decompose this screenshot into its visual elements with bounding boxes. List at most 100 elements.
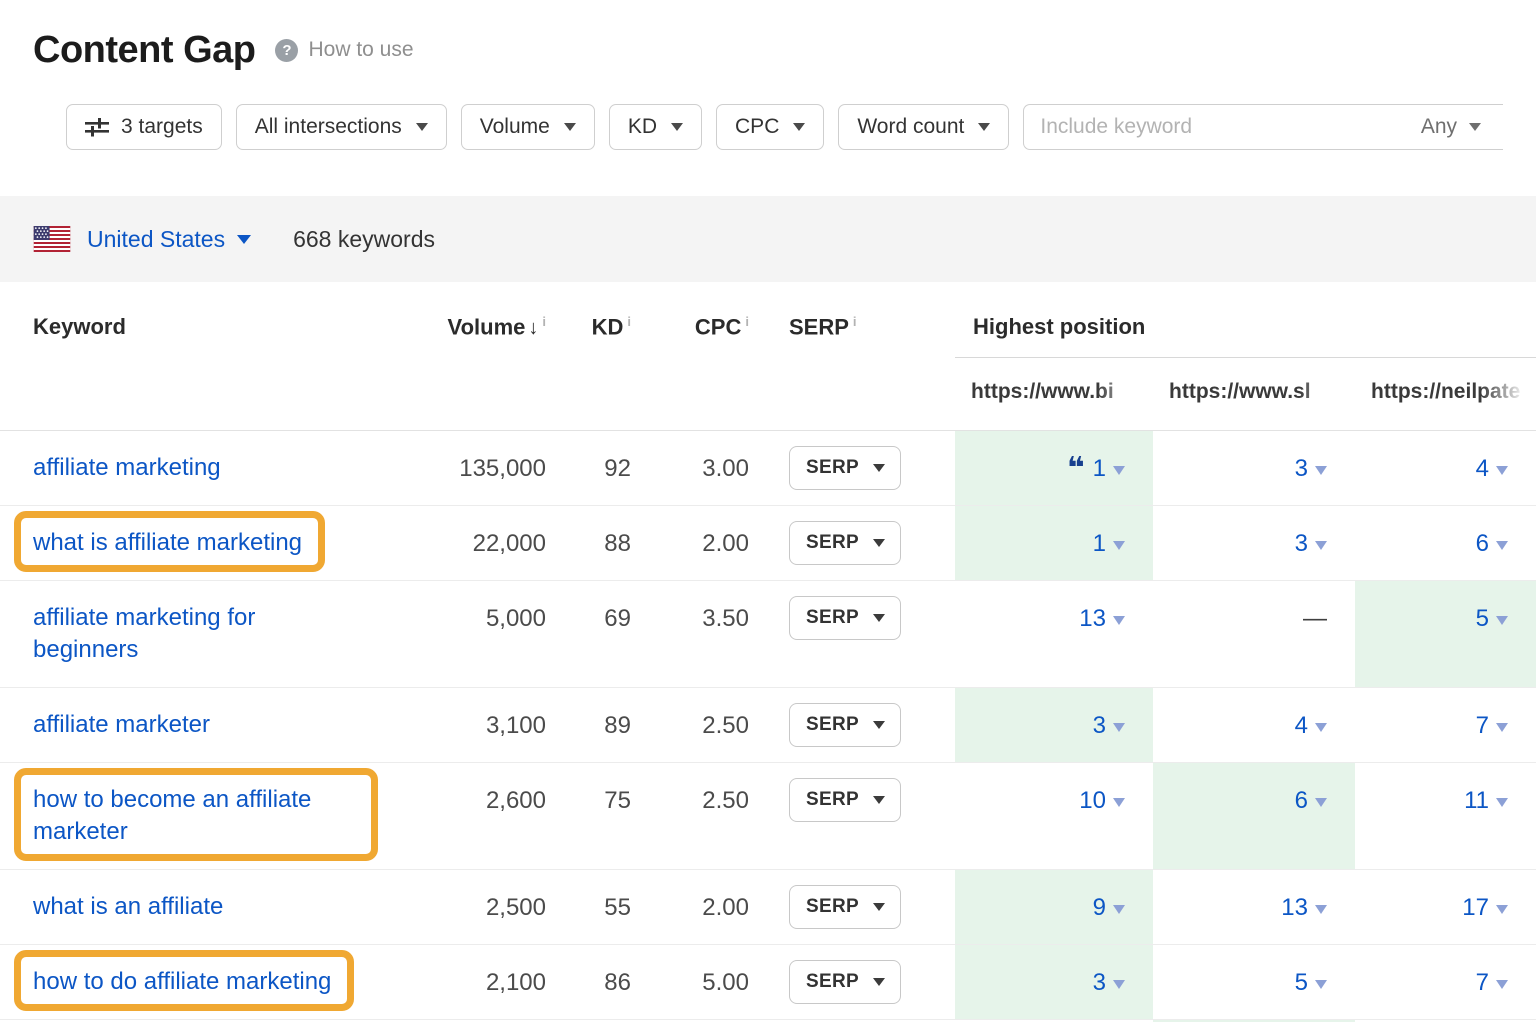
- position-value: 3: [1092, 712, 1106, 739]
- position-dropdown[interactable]: 13: [1281, 894, 1327, 922]
- serp-dropdown-button[interactable]: SERP: [789, 703, 901, 747]
- table-row: what is an affiliate 2,500 55 2.00 SERP …: [0, 870, 1536, 945]
- serp-dropdown-button[interactable]: SERP: [789, 960, 901, 1004]
- kd-filter-label: KD: [627, 115, 658, 138]
- position-dropdown[interactable]: 10: [1079, 787, 1125, 815]
- serp-cell: SERP: [753, 506, 955, 580]
- position-dropdown[interactable]: 6: [1476, 530, 1508, 558]
- position-value: 7: [1475, 969, 1489, 996]
- position-dropdown[interactable]: 5: [1476, 605, 1508, 633]
- serp-button-label: SERP: [806, 896, 859, 917]
- volume-column-header[interactable]: Volume ↓ i: [447, 314, 546, 340]
- position-cell: 3: [1153, 431, 1355, 505]
- serp-dropdown-button[interactable]: SERP: [789, 446, 901, 490]
- chevron-down-icon: [1496, 980, 1508, 989]
- position-value: 17: [1462, 894, 1489, 921]
- serp-dropdown-button[interactable]: SERP: [789, 885, 901, 929]
- info-icon: i: [542, 314, 546, 329]
- position-dropdown[interactable]: 11: [1464, 787, 1508, 815]
- position-cell: 3: [955, 688, 1153, 762]
- kd-column-header[interactable]: KD i: [591, 314, 631, 340]
- position-dropdown[interactable]: 17: [1462, 894, 1508, 922]
- table-row: how to do affiliate marketing 2,100 86 5…: [0, 945, 1536, 1020]
- keyword-link[interactable]: affiliate marketing: [33, 454, 221, 481]
- position-cell: 17: [1355, 870, 1536, 944]
- serp-cell: SERP: [753, 870, 955, 944]
- kd-cell: 92: [604, 455, 631, 482]
- position-dropdown[interactable]: 13: [1079, 605, 1125, 633]
- filter-word-count-dropdown[interactable]: Word count: [838, 104, 1010, 150]
- filter-volume-dropdown[interactable]: Volume: [460, 104, 595, 150]
- kd-cell: 86: [604, 969, 631, 996]
- table-header: Keyword Volume ↓ i KD i CPC i SERP i Highest …: [0, 282, 1536, 431]
- position-dropdown[interactable]: 4: [1476, 455, 1508, 483]
- volume-cell: 2,100: [485, 969, 546, 996]
- kd-cell: 75: [604, 787, 631, 814]
- filter-kd-dropdown[interactable]: KD: [608, 104, 703, 150]
- chevron-down-icon: [1496, 723, 1508, 732]
- how-to-use-label: How to use: [308, 38, 414, 61]
- serp-dropdown-button[interactable]: SERP: [789, 521, 901, 565]
- position-dropdown[interactable]: ❝ 1: [1067, 452, 1125, 485]
- serp-button-label: SERP: [806, 607, 859, 628]
- targets-button[interactable]: 3 targets: [66, 104, 222, 150]
- position-value: 1: [1092, 455, 1106, 482]
- position-dropdown[interactable]: 7: [1476, 969, 1508, 997]
- featured-snippet-quote-icon: ❝: [1067, 452, 1085, 485]
- serp-cell: SERP: [753, 688, 955, 762]
- serp-dropdown-button[interactable]: SERP: [789, 778, 901, 822]
- position-dropdown[interactable]: 3: [1295, 455, 1327, 483]
- position-dropdown[interactable]: 3: [1093, 712, 1125, 740]
- help-icon[interactable]: ?: [275, 38, 299, 62]
- target-url-column-header[interactable]: https://www.bi: [955, 358, 1153, 430]
- info-icon: i: [627, 314, 631, 329]
- keyword-link[interactable]: affiliate marketer: [33, 711, 210, 738]
- position-dropdown[interactable]: 4: [1295, 712, 1327, 740]
- country-selector[interactable]: United States: [87, 226, 252, 253]
- position-value: 6: [1475, 530, 1489, 557]
- position-cell: 13: [1153, 870, 1355, 944]
- keyword-link[interactable]: how to become an affiliate marketer: [33, 786, 312, 845]
- include-keyword-input[interactable]: [1040, 115, 1421, 139]
- target-url-column-header[interactable]: https://neilpate: [1355, 358, 1536, 430]
- filter-cpc-dropdown[interactable]: CPC: [716, 104, 825, 150]
- chevron-down-icon: [872, 539, 885, 547]
- keyword-link[interactable]: what is an affiliate: [33, 893, 224, 920]
- chevron-down-icon: [563, 123, 576, 131]
- target-url-column-header[interactable]: https://www.sl: [1153, 358, 1355, 430]
- keyword-link[interactable]: how to do affiliate marketing: [33, 968, 332, 995]
- serp-dropdown-button[interactable]: SERP: [789, 596, 901, 640]
- position-dropdown[interactable]: 5: [1295, 969, 1327, 997]
- filter-intersections-dropdown[interactable]: All intersections: [235, 104, 447, 150]
- keyword-link[interactable]: affiliate marketing for beginners: [33, 604, 256, 663]
- serp-button-label: SERP: [806, 971, 859, 992]
- table-body: affiliate marketing 135,000 92 3.00 SERP…: [0, 431, 1536, 1020]
- keyword-link[interactable]: what is affiliate marketing: [33, 529, 303, 556]
- how-to-use-link[interactable]: ? How to use: [275, 38, 414, 62]
- position-value: 5: [1475, 605, 1489, 632]
- position-cell: 13: [955, 581, 1153, 687]
- chevron-down-icon: [793, 123, 806, 131]
- chevron-down-icon: [1315, 541, 1327, 550]
- position-dropdown[interactable]: 3: [1295, 530, 1327, 558]
- cpc-cell: 2.50: [702, 712, 749, 739]
- position-cell: 9: [955, 870, 1153, 944]
- position-dropdown[interactable]: 1: [1093, 530, 1125, 558]
- chevron-down-icon: [1113, 980, 1125, 989]
- position-dropdown[interactable]: 3: [1093, 969, 1125, 997]
- position-value: 10: [1079, 787, 1106, 814]
- position-cell: 4: [1153, 688, 1355, 762]
- kd-cell: 69: [604, 605, 631, 632]
- position-dropdown[interactable]: 7: [1476, 712, 1508, 740]
- keyword-mode-label: Any: [1420, 115, 1457, 138]
- keyword-mode-select[interactable]: Any: [1421, 115, 1481, 139]
- cpc-column-header[interactable]: CPC i: [694, 314, 749, 340]
- position-cell: 3: [955, 945, 1153, 1019]
- position-dropdown[interactable]: 9: [1093, 894, 1125, 922]
- position-dropdown[interactable]: 6: [1295, 787, 1327, 815]
- position-value: 6: [1294, 787, 1308, 814]
- kd-cell: 88: [604, 530, 631, 557]
- table-row: affiliate marketing for beginners 5,000 …: [0, 581, 1536, 688]
- sort-descending-icon: ↓: [528, 317, 539, 340]
- cpc-filter-label: CPC: [735, 115, 780, 138]
